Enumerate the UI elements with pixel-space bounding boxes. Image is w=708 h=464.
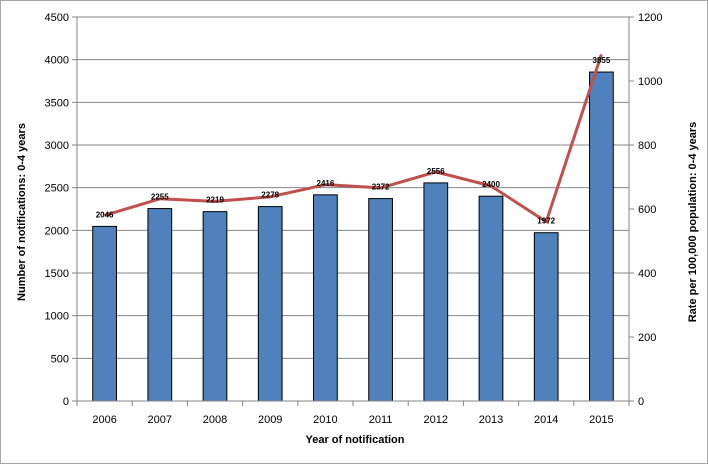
bar bbox=[368, 198, 393, 402]
y-tick-label: 2000 bbox=[45, 225, 69, 237]
x-tick-label: 2007 bbox=[148, 414, 172, 426]
y-tick-label: 0 bbox=[63, 396, 69, 408]
data-label: 2255 bbox=[151, 193, 169, 202]
x-tick-label: 2010 bbox=[313, 414, 337, 426]
x-tick-label: 2006 bbox=[92, 414, 116, 426]
data-label: 2278 bbox=[261, 191, 279, 200]
y2-tick-label: 1200 bbox=[638, 12, 662, 24]
data-label: 2372 bbox=[372, 183, 390, 192]
data-label: 3855 bbox=[593, 56, 611, 65]
y2-tick-label: 800 bbox=[638, 140, 656, 152]
data-labels: 2046 2255 2219 2278 2416 2372 2556 2400 1972 3855 bbox=[96, 56, 611, 226]
y-tick-label: 3000 bbox=[45, 140, 69, 152]
rate-line-series bbox=[104, 53, 603, 224]
bar bbox=[313, 194, 338, 402]
y-tick-label: 2500 bbox=[45, 183, 69, 195]
x-axis-title: Year of notification bbox=[305, 434, 404, 446]
bar bbox=[147, 208, 173, 402]
y-tick-label: 3500 bbox=[45, 97, 69, 109]
x-tick-label: 2011 bbox=[369, 414, 393, 426]
y2-tick-label: 0 bbox=[638, 396, 644, 408]
bar bbox=[589, 71, 614, 402]
y-tick-label: 4000 bbox=[45, 55, 69, 67]
y-tick-label: 1500 bbox=[45, 268, 69, 280]
data-label: 2219 bbox=[206, 196, 224, 205]
bar bbox=[533, 232, 559, 402]
y-tick-label: 4500 bbox=[45, 12, 69, 24]
x-tick-label: 2008 bbox=[203, 414, 227, 426]
rate-line bbox=[104, 53, 603, 224]
y-axis-title: Number of notifications: 0-4 years bbox=[16, 123, 28, 301]
x-tick-label: 2014 bbox=[534, 414, 558, 426]
y2-tick-label: 1000 bbox=[638, 76, 662, 88]
bar bbox=[478, 195, 504, 402]
y2-tick-label: 400 bbox=[638, 268, 656, 280]
axes: 0 500 1000 1500 2000 2500 3000 3500 4000 4500 0 200… bbox=[45, 12, 663, 426]
y2-tick-label: 200 bbox=[638, 332, 656, 344]
data-label: 2556 bbox=[427, 167, 445, 176]
bar bbox=[423, 182, 449, 402]
bar bbox=[202, 211, 228, 402]
bar-series bbox=[92, 71, 614, 402]
data-label: 1972 bbox=[537, 217, 555, 226]
y-tick-label: 1000 bbox=[45, 311, 69, 323]
x-tick-label: 2015 bbox=[589, 414, 613, 426]
bar bbox=[92, 225, 117, 402]
data-label: 2046 bbox=[96, 210, 114, 219]
x-tick-label: 2009 bbox=[258, 414, 282, 426]
y2-axis-title: Rate per 100,000 population: 0-4 years bbox=[687, 122, 699, 323]
x-tick-label: 2013 bbox=[479, 414, 503, 426]
data-label: 2400 bbox=[482, 180, 500, 189]
y2-tick-label: 600 bbox=[638, 204, 656, 216]
data-label: 2416 bbox=[317, 179, 335, 188]
bar bbox=[257, 206, 283, 402]
x-tick-label: 2012 bbox=[424, 414, 448, 426]
y-tick-label: 500 bbox=[51, 353, 69, 365]
